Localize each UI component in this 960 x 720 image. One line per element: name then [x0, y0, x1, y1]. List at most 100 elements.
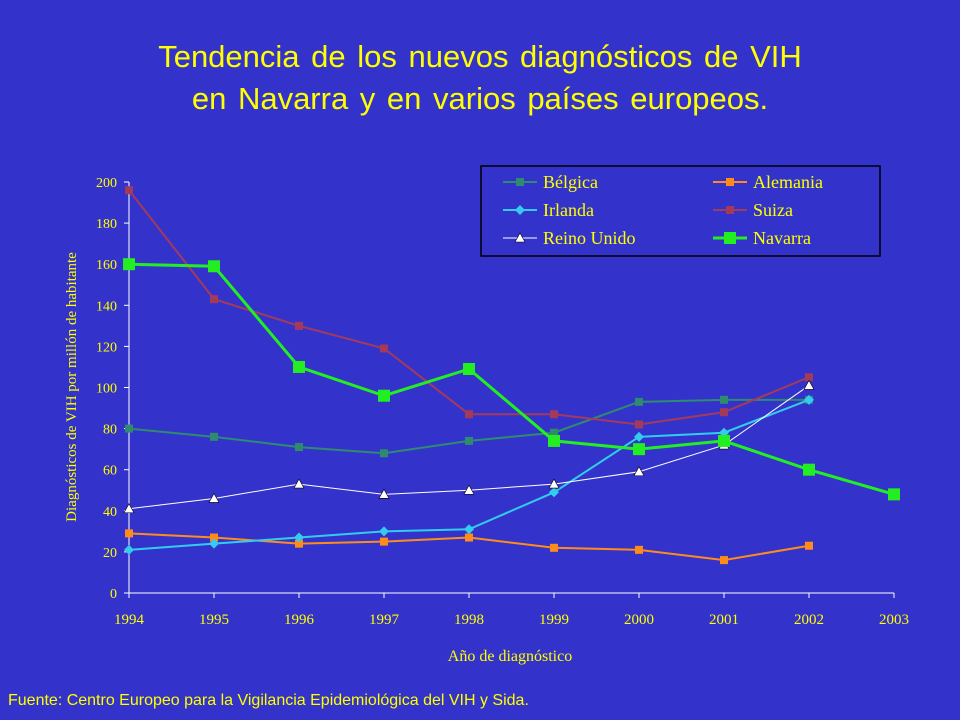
data-point-navarra	[803, 463, 815, 476]
source-note: Fuente: Centro Europeo para la Vigilanci…	[8, 692, 529, 709]
legend-label: Suiza	[753, 200, 793, 220]
data-point-belgica	[210, 432, 218, 441]
legend-label: Alemania	[753, 172, 823, 192]
data-point-belgica	[380, 449, 388, 458]
legend-item-navarra: Navarra	[713, 228, 811, 248]
data-point-navarra	[293, 360, 305, 373]
data-point-alemania	[465, 533, 473, 542]
data-point-belgica	[720, 395, 728, 404]
slide-title: Tendencia de los nuevos diagnósticos de …	[40, 36, 920, 120]
data-point-alemania	[295, 539, 303, 548]
legend-label: Irlanda	[543, 200, 594, 220]
legend-label: Navarra	[753, 228, 811, 248]
x-tick-label: 1998	[454, 612, 484, 628]
x-axis-label: Año de diagnóstico	[448, 648, 572, 665]
data-point-reino-unido	[633, 466, 645, 477]
series-lines	[123, 186, 900, 565]
slide-title-line-2: en Navarra y en varios países europeos.	[191, 81, 769, 116]
legend-marker	[514, 232, 526, 243]
legend-label: Bélgica	[543, 172, 598, 192]
legend-item-belgica: Bélgica	[503, 172, 598, 192]
legend-marker	[726, 178, 734, 186]
y-tick-label: 160	[96, 258, 117, 273]
data-point-alemania	[380, 537, 388, 546]
x-tick-label: 1997	[369, 612, 400, 628]
data-point-belgica	[635, 397, 643, 406]
data-point-alemania	[635, 545, 643, 554]
data-point-belgica	[550, 428, 558, 437]
data-point-navarra	[208, 260, 220, 273]
data-point-belgica	[465, 436, 473, 445]
data-point-suiza	[380, 344, 388, 353]
data-point-irlanda	[549, 487, 559, 498]
y-tick-label: 200	[96, 176, 117, 191]
y-tick-label: 140	[96, 299, 117, 314]
legend-label: Reino Unido	[543, 228, 636, 248]
data-point-reino-unido	[803, 379, 815, 390]
data-point-reino-unido	[123, 503, 135, 514]
x-tick-label: 1995	[199, 612, 229, 628]
legend-marker	[724, 232, 736, 244]
x-tick-label: 2001	[709, 612, 739, 628]
y-axis-label: Diagnósticos de VIH por millón de habita…	[64, 252, 80, 522]
legend-item-reino-unido: Reino Unido	[503, 228, 636, 248]
series-navarra	[123, 258, 900, 501]
data-point-suiza	[465, 410, 473, 419]
data-point-suiza	[720, 408, 728, 417]
data-point-belgica	[295, 443, 303, 452]
data-point-irlanda	[464, 524, 474, 535]
data-point-navarra	[888, 488, 900, 501]
data-point-reino-unido	[548, 478, 560, 489]
data-point-suiza	[635, 420, 643, 429]
y-tick-label: 80	[103, 423, 117, 438]
data-point-suiza	[295, 321, 303, 330]
y-tick-label: 100	[96, 382, 117, 397]
y-tick-label: 40	[103, 505, 117, 520]
data-point-reino-unido	[463, 484, 475, 495]
data-point-suiza	[210, 295, 218, 304]
series-belgica	[125, 395, 813, 458]
y-axis: 0 20 40 60 80 100 120 140 160 180 200	[96, 176, 130, 602]
data-point-reino-unido	[378, 488, 390, 499]
y-tick-label: 60	[103, 464, 117, 479]
data-point-navarra	[633, 443, 645, 456]
legend-box	[480, 165, 881, 257]
x-tick-label: 2003	[879, 612, 909, 628]
y-tick-label: 0	[110, 587, 117, 602]
x-tick-label: 2000	[624, 612, 654, 628]
x-tick-label: 1994	[114, 612, 145, 628]
data-point-irlanda	[634, 431, 644, 442]
data-point-navarra	[463, 363, 475, 376]
data-point-alemania	[805, 541, 813, 550]
data-point-irlanda	[379, 526, 389, 537]
data-point-irlanda	[124, 544, 134, 555]
slide-title-line-1: Tendencia de los nuevos diagnósticos de …	[158, 39, 802, 74]
series-suiza	[125, 186, 813, 429]
y-tick-label: 180	[96, 217, 117, 232]
x-tick-label: 1999	[539, 612, 569, 628]
series-irlanda	[124, 394, 814, 555]
series-alemania	[125, 529, 813, 565]
y-tick-label: 20	[103, 546, 117, 561]
series-line-belgica	[128, 398, 809, 455]
data-point-navarra	[718, 434, 730, 447]
data-point-irlanda	[804, 394, 814, 405]
data-point-reino-unido	[208, 492, 220, 503]
data-point-belgica	[125, 424, 133, 433]
x-tick-label: 1996	[284, 612, 315, 628]
data-point-irlanda	[294, 532, 304, 543]
legend-item-suiza: Suiza	[713, 200, 793, 220]
legend-item-irlanda: Irlanda	[503, 200, 594, 220]
data-point-reino-unido	[293, 478, 305, 489]
x-tick-label: 2002	[794, 612, 824, 628]
data-point-alemania	[720, 556, 728, 565]
data-point-alemania	[210, 533, 218, 542]
x-axis: 1994 1995 1996 1997 1998 1999 2000 2001 2002 2003	[114, 592, 909, 628]
legend-marker	[515, 205, 525, 215]
y-tick-label: 120	[96, 340, 117, 355]
data-point-suiza	[805, 373, 813, 382]
legend: Bélgica Alemania Irlanda Suiza Reino Unido Na…	[480, 165, 881, 257]
data-point-navarra	[548, 434, 560, 447]
data-point-navarra	[378, 389, 390, 402]
